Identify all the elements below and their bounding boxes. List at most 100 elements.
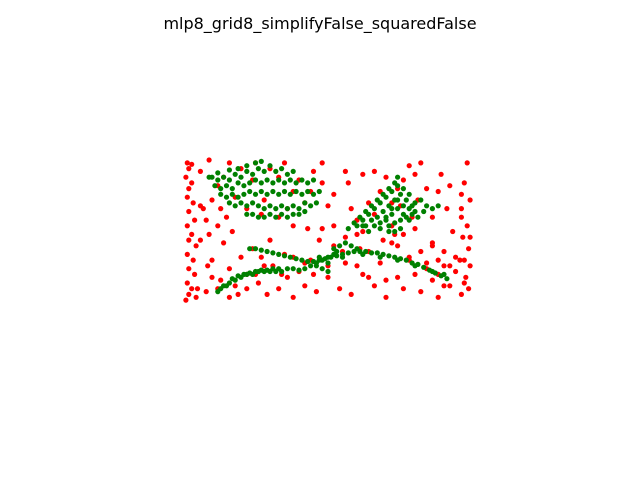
data-point [380, 237, 386, 243]
data-point [383, 217, 389, 223]
data-point [184, 223, 190, 229]
data-point [258, 267, 264, 273]
data-point [189, 286, 195, 292]
data-point [348, 291, 354, 297]
data-point [313, 200, 319, 206]
data-point [209, 274, 215, 280]
data-point [429, 206, 435, 212]
data-point [412, 171, 418, 177]
data-point [386, 228, 392, 235]
data-point [189, 231, 195, 237]
data-point [395, 174, 401, 180]
data-point [345, 250, 351, 256]
data-point [319, 226, 325, 232]
data-point [337, 286, 343, 292]
data-point [447, 263, 453, 269]
data-point [319, 160, 325, 166]
data-point [383, 294, 389, 300]
data-point [368, 250, 375, 256]
data-point [241, 271, 247, 277]
data-point [223, 214, 230, 220]
data-point [232, 203, 238, 209]
data-point [293, 256, 299, 262]
data-point [374, 214, 380, 220]
data-point [325, 274, 331, 280]
data-point [331, 223, 337, 229]
data-point [276, 177, 282, 183]
data-point [264, 191, 270, 197]
data-point [241, 191, 247, 197]
data-point [235, 273, 241, 279]
data-point [429, 214, 435, 220]
data-point [252, 246, 259, 252]
data-point [238, 174, 244, 180]
data-point [389, 240, 395, 246]
data-point [284, 266, 290, 272]
data-point [444, 206, 450, 212]
data-point [371, 168, 377, 174]
data-point [270, 188, 276, 195]
data-point [458, 191, 464, 197]
data-point [310, 271, 317, 277]
data-point [450, 228, 456, 235]
data-point [305, 188, 311, 195]
data-point [299, 191, 305, 197]
data-point [429, 277, 435, 283]
data-point [276, 251, 282, 257]
data-point [290, 203, 296, 209]
data-point [293, 180, 299, 186]
data-point [270, 250, 276, 256]
data-point [424, 203, 430, 209]
data-point [281, 188, 288, 195]
data-point [255, 280, 261, 286]
data-point [206, 174, 212, 180]
data-point [466, 246, 472, 252]
data-point [284, 206, 290, 212]
data-point [386, 253, 392, 259]
data-point [305, 180, 311, 186]
data-point [310, 177, 317, 183]
data-point [244, 286, 250, 292]
data-point [261, 214, 267, 220]
data-point [197, 168, 203, 174]
data-point [342, 234, 348, 240]
data-point [418, 248, 424, 255]
data-point [421, 208, 427, 215]
data-point [250, 200, 256, 206]
data-point [244, 211, 250, 217]
series-0 [183, 157, 473, 303]
data-point [412, 226, 418, 232]
data-point [345, 226, 351, 232]
data-point [299, 257, 305, 263]
data-point [244, 168, 250, 174]
data-point [397, 226, 404, 232]
data-point [421, 264, 427, 270]
data-point [435, 294, 441, 300]
data-point [366, 228, 372, 235]
data-point [281, 160, 288, 166]
data-point [184, 280, 190, 286]
data-point [281, 253, 288, 259]
data-point [368, 217, 375, 223]
data-point [218, 186, 224, 192]
data-point [400, 211, 406, 217]
data-point [389, 206, 395, 212]
data-point [258, 254, 264, 260]
data-point [255, 166, 261, 172]
data-point [444, 276, 450, 282]
data-point [205, 263, 211, 269]
data-point [313, 263, 319, 269]
data-point [264, 177, 270, 183]
data-point [186, 166, 192, 172]
data-point [203, 289, 209, 295]
data-point [334, 253, 340, 259]
data-point [235, 194, 241, 200]
data-point [232, 171, 238, 177]
data-point [316, 237, 322, 243]
data-point [255, 214, 261, 220]
data-point [287, 177, 293, 183]
data-point [308, 203, 314, 209]
data-point [447, 283, 453, 289]
data-point [380, 208, 386, 215]
